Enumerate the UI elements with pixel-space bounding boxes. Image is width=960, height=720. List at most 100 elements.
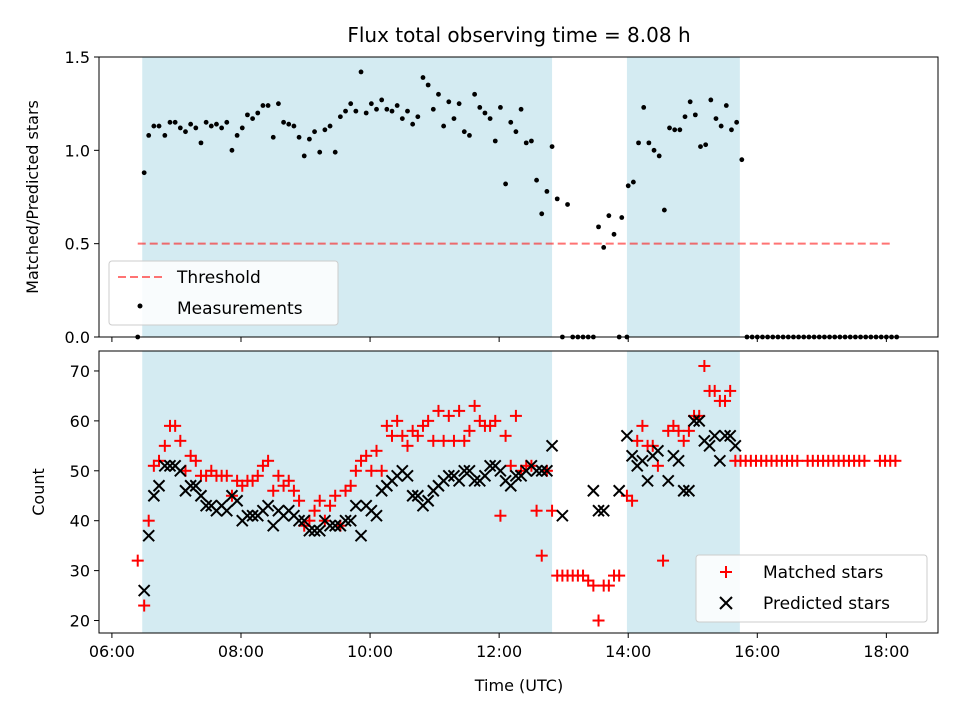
measurement-point — [646, 140, 652, 146]
measurement-point — [374, 106, 379, 112]
predicted-star-point — [241, 509, 254, 522]
measurement-point — [482, 110, 488, 116]
predicted-star-point — [194, 489, 208, 502]
measurement-point — [677, 127, 683, 133]
measurement-point — [177, 125, 183, 131]
measurement-point — [296, 134, 302, 140]
matched-star-point — [724, 384, 737, 397]
predicted-star-point — [199, 499, 213, 512]
matched-star-point — [282, 474, 295, 487]
matched-star-point — [422, 414, 435, 427]
matched-star-point — [677, 434, 690, 447]
predicted-star-point — [406, 489, 419, 502]
measurement-point — [477, 105, 483, 110]
matched-star-point — [308, 504, 321, 517]
predicted-star-point — [452, 474, 466, 487]
measurement-point — [245, 112, 250, 118]
measurement-point — [430, 106, 436, 112]
measurement-point — [337, 114, 343, 120]
matched-star-point — [142, 514, 155, 527]
measurement-point — [656, 153, 662, 159]
predicted-star-point — [708, 429, 721, 443]
measurement-point — [492, 138, 498, 144]
predicted-star-point — [620, 429, 634, 443]
matched-star-point — [626, 494, 639, 507]
matched-star-point — [262, 454, 275, 467]
measurement-point — [708, 97, 714, 103]
measurement-point — [498, 105, 503, 110]
measurement-point — [348, 101, 354, 107]
measurement-point — [446, 99, 452, 105]
x-tick-label: 12:00 — [476, 642, 522, 661]
measurement-point — [188, 121, 194, 127]
matched-star-point — [138, 599, 151, 612]
predicted-star-point — [718, 429, 732, 443]
matched-star-point — [636, 419, 649, 432]
matched-star-point — [349, 464, 362, 477]
predicted-star-point — [230, 494, 244, 507]
x-axis-label: Time (UTC) — [474, 676, 563, 695]
matched-star-point — [427, 434, 440, 447]
measurement-point — [436, 91, 441, 97]
matched-star-point — [499, 429, 512, 442]
predicted-star-point — [137, 584, 151, 597]
measurement-point — [198, 140, 204, 146]
predicted-star-point — [458, 464, 471, 477]
matched-star-point — [613, 569, 626, 582]
measurement-point — [518, 106, 524, 112]
measurement-point — [260, 103, 266, 108]
measurement-point — [651, 147, 657, 153]
measurement-point — [682, 114, 688, 120]
measurement-point — [322, 127, 328, 133]
measurement-point — [698, 144, 703, 150]
predicted-star-point — [349, 499, 363, 512]
measurement-point — [162, 133, 168, 138]
bottom-y-tick-label: 40 — [70, 512, 90, 531]
measurement-point — [508, 119, 514, 125]
matched-star-point — [657, 554, 670, 567]
matched-star-point — [169, 419, 182, 432]
predicted-star-point — [158, 459, 172, 473]
matched-star-point — [463, 424, 476, 437]
predicted-star-point — [220, 504, 233, 517]
matched-star-point — [360, 449, 373, 462]
measurement-point — [270, 134, 276, 140]
predicted-star-point — [677, 484, 690, 497]
predicted-star-point — [163, 459, 177, 473]
measurement-point — [513, 129, 519, 135]
measurement-point — [425, 82, 431, 88]
predicted-star-point — [687, 414, 701, 428]
measurement-point — [503, 181, 508, 187]
legend-measurements-label: Measurements — [177, 299, 303, 319]
measurement-point — [713, 116, 719, 121]
measurement-point — [420, 75, 426, 80]
predicted-star-point — [651, 444, 665, 458]
predicted-star-point — [587, 484, 600, 497]
measurement-point — [167, 119, 173, 125]
measurement-point — [456, 101, 462, 107]
matched-star-point — [858, 454, 871, 467]
matched-star-point — [592, 614, 605, 627]
predicted-star-point — [483, 459, 497, 473]
matched-star-point — [189, 454, 202, 467]
predicted-star-point — [468, 474, 481, 487]
measurement-point — [151, 123, 157, 129]
predicted-star-point — [152, 479, 166, 492]
predicted-star-point — [147, 489, 161, 502]
matched-star-point — [158, 439, 171, 452]
matched-star-point — [375, 464, 388, 477]
matched-star-point — [535, 549, 548, 562]
measurement-point — [306, 136, 312, 142]
bottom-ylabel: Count — [29, 468, 48, 516]
bottom-panel: 06:00 08:00 10:00 12:00 14:00 16:00 18:00 20 30 4… — [29, 350, 939, 695]
top-axes-frame — [98, 56, 939, 338]
measurement-point — [523, 140, 529, 146]
measurement-point — [265, 103, 271, 108]
predicted-star-point — [540, 464, 554, 477]
measurement-point — [146, 133, 152, 138]
predicted-star-point — [641, 474, 654, 487]
predicted-star-point — [339, 514, 352, 527]
matched-star-point — [447, 434, 460, 447]
measurement-point — [729, 127, 734, 133]
